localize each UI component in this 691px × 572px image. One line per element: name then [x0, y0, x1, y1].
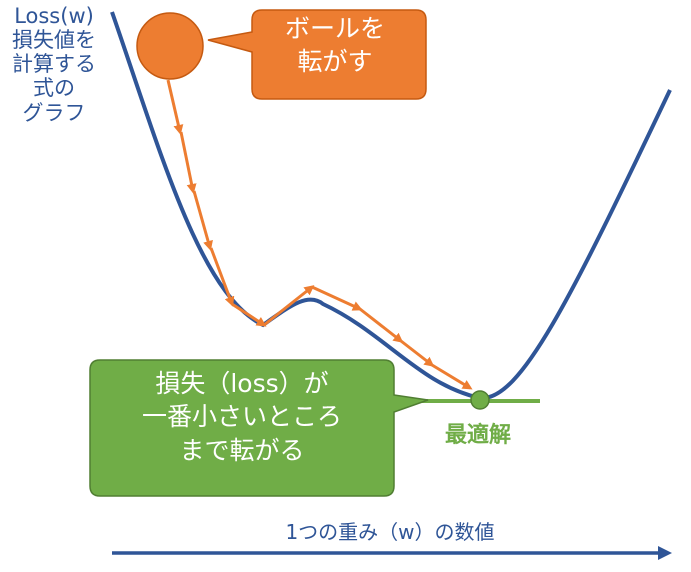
- ball-callout-box: [207, 9, 427, 100]
- ball-path: [166, 79, 473, 390]
- x-axis-label: 1つの重み（w）の数値: [285, 520, 495, 544]
- optimum-label: 最適解: [444, 423, 511, 448]
- ball-callout-text: ボールを 転がす: [284, 14, 385, 77]
- path-step-9: [400, 339, 435, 367]
- path-step-7: [311, 285, 363, 311]
- path-step-3: [192, 190, 213, 251]
- path-step-1: [166, 79, 184, 135]
- minimum-point: [470, 390, 490, 410]
- path-step-2: [179, 131, 197, 194]
- loss-callout-text: 損失（loss）が 一番小さいところ まで転がる: [141, 369, 342, 465]
- path-step-10: [431, 363, 473, 390]
- loss-curve: [110, 11, 672, 401]
- path-step-5: [231, 302, 267, 327]
- path-step-4: [209, 247, 235, 307]
- y-axis-label: Loss(w) 損失値を 計算する 式の グラフ: [12, 4, 96, 125]
- loss-callout-box: [89, 359, 429, 497]
- path-step-8: [359, 307, 404, 343]
- ball: [136, 12, 204, 80]
- path-step-6: [263, 285, 315, 327]
